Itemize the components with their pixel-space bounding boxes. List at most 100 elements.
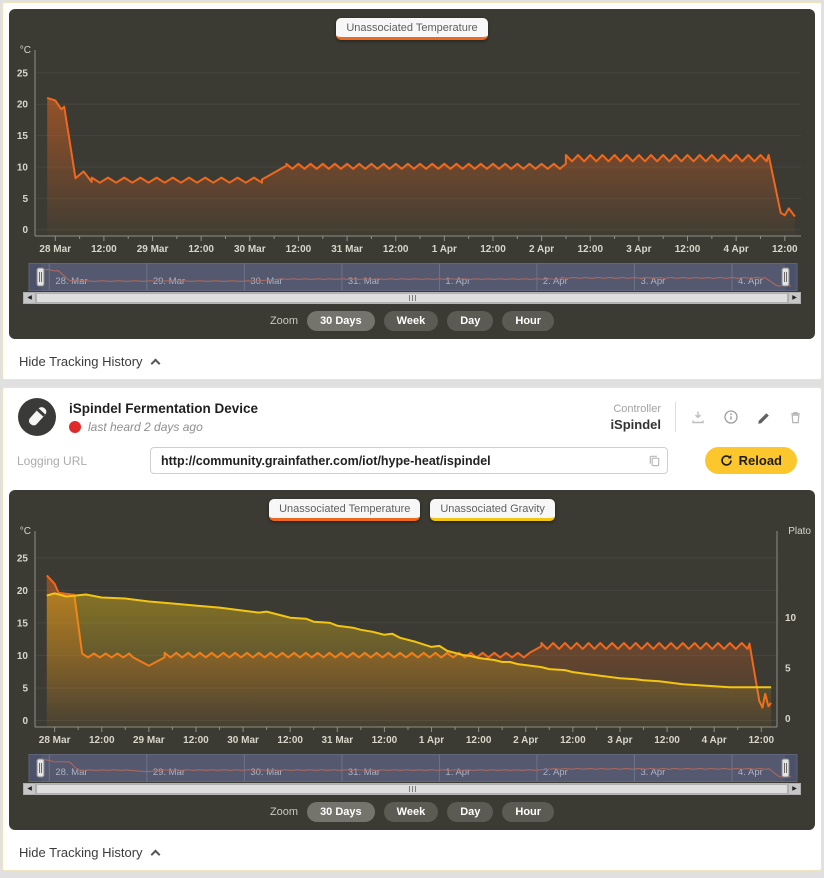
svg-text:15: 15: [17, 618, 29, 629]
svg-text:3. Apr: 3. Apr: [640, 276, 665, 287]
svg-text:3 Apr: 3 Apr: [607, 735, 632, 746]
logging-url-input[interactable]: [150, 447, 668, 474]
legend-unassociated-temperature[interactable]: Unassociated Temperature: [336, 18, 488, 40]
svg-text:12:00: 12:00: [654, 735, 680, 746]
divider: [675, 402, 676, 432]
reload-label: Reload: [738, 453, 782, 468]
chevron-up-icon: [150, 849, 160, 860]
svg-text:29. Mar: 29. Mar: [153, 276, 185, 287]
svg-text:15: 15: [17, 131, 29, 142]
scrollbar-thumb[interactable]: [36, 784, 788, 794]
chart-scrollbar-top: [23, 292, 801, 304]
scroll-left-button[interactable]: [23, 292, 36, 304]
navigator-handle-left[interactable]: [36, 267, 45, 287]
logging-url-label: Logging URL: [17, 453, 88, 468]
svg-text:12:00: 12:00: [372, 735, 398, 746]
zoom-controls-bottom: Zoom 30 Days Week Day Hour: [9, 795, 815, 824]
svg-text:0: 0: [22, 225, 28, 236]
svg-text:25: 25: [17, 68, 29, 79]
svg-text:2 Apr: 2 Apr: [529, 244, 554, 255]
copy-icon[interactable]: [648, 454, 661, 467]
zoom-buttons: 30 Days Week Day Hour: [307, 802, 555, 822]
svg-text:12:00: 12:00: [286, 244, 312, 255]
svg-text:30. Mar: 30. Mar: [250, 276, 282, 287]
zoom-hour-button[interactable]: Hour: [502, 802, 555, 822]
scroll-right-button[interactable]: [788, 292, 801, 304]
zoom-week-button[interactable]: Week: [383, 802, 439, 822]
scroll-right-button[interactable]: [788, 783, 801, 795]
scrollbar-track[interactable]: [36, 783, 788, 795]
svg-text:12:00: 12:00: [89, 735, 115, 746]
svg-text:1 Apr: 1 Apr: [432, 244, 457, 255]
legend-unassociated-gravity[interactable]: Unassociated Gravity: [430, 499, 555, 521]
svg-text:°C: °C: [20, 45, 31, 56]
navigator-handle-right[interactable]: [781, 758, 790, 778]
svg-text:12:00: 12:00: [749, 735, 775, 746]
zoom-30-days-button[interactable]: 30 Days: [307, 311, 375, 331]
tracking-panel-top: Unassociated Temperature 0 5 10 15 20 25 °C 28 …: [2, 2, 822, 380]
zoom-day-button[interactable]: Day: [447, 802, 494, 822]
download-icon[interactable]: [690, 409, 706, 425]
delete-icon[interactable]: [788, 410, 803, 425]
svg-text:5: 5: [22, 194, 28, 205]
reload-button[interactable]: Reload: [704, 447, 797, 474]
svg-text:30. Mar: 30. Mar: [250, 767, 282, 778]
scroll-left-button[interactable]: [23, 783, 36, 795]
info-icon[interactable]: [723, 409, 739, 425]
hide-tracking-history-label: Hide Tracking History: [19, 845, 143, 860]
svg-text:2. Apr: 2. Apr: [543, 767, 568, 778]
zoom-hour-button[interactable]: Hour: [502, 311, 555, 331]
svg-text:12:00: 12:00: [577, 244, 603, 255]
status-dot-offline: [69, 420, 81, 433]
zoom-week-button[interactable]: Week: [383, 311, 439, 331]
svg-text:3. Apr: 3. Apr: [640, 767, 665, 778]
last-heard-text: last heard 2 days ago: [88, 419, 203, 434]
chart-container-bottom: Unassociated Temperature Unassociated Gra…: [9, 490, 815, 830]
svg-text:10: 10: [17, 651, 29, 662]
svg-text:12:00: 12:00: [772, 244, 798, 255]
hide-tracking-history-button-top[interactable]: Hide Tracking History: [3, 345, 821, 379]
zoom-day-button[interactable]: Day: [447, 311, 494, 331]
ispindel-device-icon: [17, 397, 57, 437]
edit-icon[interactable]: [756, 410, 771, 425]
svg-text:1 Apr: 1 Apr: [419, 735, 444, 746]
svg-text:10: 10: [785, 613, 797, 624]
svg-text:31. Mar: 31. Mar: [348, 767, 380, 778]
controller-label: Controller: [613, 402, 661, 415]
svg-text:25: 25: [17, 553, 29, 564]
svg-text:12:00: 12:00: [466, 735, 492, 746]
hide-tracking-history-button-bottom[interactable]: Hide Tracking History: [3, 836, 821, 870]
chart-navigator-top[interactable]: 28. Mar 29. Mar 30. Mar 31. Mar 1. Apr 2. Apr…: [9, 262, 815, 292]
svg-text:28. Mar: 28. Mar: [55, 276, 87, 287]
zoom-label: Zoom: [269, 315, 299, 327]
chart-scrollbar-bottom: [23, 783, 801, 795]
svg-text:3 Apr: 3 Apr: [626, 244, 651, 255]
svg-text:29 Mar: 29 Mar: [137, 244, 169, 255]
svg-text:12:00: 12:00: [183, 735, 209, 746]
zoom-buttons: 30 Days Week Day Hour: [307, 311, 555, 331]
svg-text:30 Mar: 30 Mar: [227, 735, 259, 746]
svg-text:31 Mar: 31 Mar: [321, 735, 353, 746]
svg-text:12:00: 12:00: [277, 735, 303, 746]
svg-text:Plato: Plato: [788, 526, 811, 537]
svg-text:5: 5: [785, 664, 791, 675]
svg-text:1. Apr: 1. Apr: [445, 276, 470, 287]
svg-text:20: 20: [17, 586, 29, 597]
svg-text:4. Apr: 4. Apr: [738, 767, 763, 778]
navigator-handle-left[interactable]: [36, 758, 45, 778]
zoom-30-days-button[interactable]: 30 Days: [307, 802, 375, 822]
legend-unassociated-temperature[interactable]: Unassociated Temperature: [269, 499, 421, 521]
svg-text:12:00: 12:00: [91, 244, 117, 255]
svg-text:10: 10: [17, 162, 29, 173]
scrollbar-thumb[interactable]: [36, 293, 788, 303]
svg-text:29. Mar: 29. Mar: [153, 767, 185, 778]
chart-plot-area-top[interactable]: 0 5 10 15 20 25 °C 28 Mar 12:00 29 Mar 12:00 30 Mar…: [9, 42, 815, 260]
svg-text:31. Mar: 31. Mar: [348, 276, 380, 287]
device-header: iSpindel Fermentation Device last heard …: [3, 388, 821, 441]
chart-plot-area-bottom[interactable]: 0 5 10 15 20 25 °C 0 5 10 Plato 28 Mar 12:00 29 Mar 12…: [9, 523, 815, 751]
svg-text:1. Apr: 1. Apr: [445, 767, 470, 778]
navigator-handle-right[interactable]: [781, 267, 790, 287]
chart-navigator-bottom[interactable]: 28. Mar 29. Mar 30. Mar 31. Mar 1. Apr 2. Apr…: [9, 753, 815, 783]
refresh-icon: [720, 454, 732, 466]
scrollbar-track[interactable]: [36, 292, 788, 304]
